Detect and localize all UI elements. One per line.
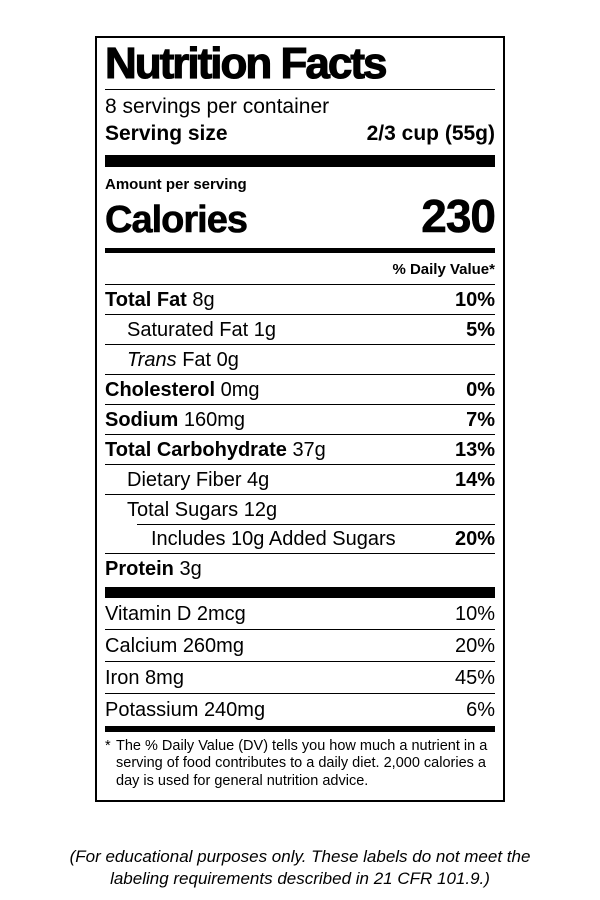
nutrient-row: Protein 3g	[105, 553, 495, 583]
nutrient-row: Dietary Fiber 4g 14%	[105, 464, 495, 494]
divider-medium-footnote	[105, 726, 495, 733]
nutrient-name: Dietary Fiber	[127, 468, 242, 491]
nutrient-amount: 8g	[192, 288, 215, 311]
row-left: Iron 8mg	[105, 667, 184, 689]
serving-size-row: Serving size 2/3 cup (55g)	[105, 119, 495, 148]
nutrient-name: Vitamin D	[105, 602, 192, 625]
nutrient-row: Includes 10g Added Sugars 20%	[105, 524, 495, 553]
nutrient-amount: 160mg	[183, 408, 246, 431]
nutrient-name: Potassium	[105, 698, 199, 721]
row-left: Total Carbohydrate 37g	[105, 439, 326, 461]
vitamin-row: Potassium 240mg 6%	[105, 693, 495, 725]
nutrient-row: Total Sugars 12g	[105, 494, 495, 524]
nutrient-amount: 1g	[253, 318, 276, 341]
daily-value-header: % Daily Value*	[392, 261, 495, 279]
nutrient-name: Includes 10g Added Sugars	[151, 527, 396, 550]
nutrient-table: Total Fat 8g 10% Saturated Fat 1g 5% Trans F…	[105, 284, 495, 583]
row-left: Trans Fat 0g	[105, 349, 239, 371]
nutrient-daily-value: 45%	[454, 666, 495, 689]
row-left: Vitamin D 2mcg	[105, 603, 246, 625]
serving-size-label: Serving size	[105, 122, 228, 146]
calories-value: 230	[421, 190, 496, 243]
nutrient-name: Total Sugars	[127, 498, 239, 521]
nutrient-daily-value: 5%	[466, 318, 495, 341]
row-left: Includes 10g Added Sugars	[105, 528, 396, 550]
row-left: Sodium 160mg	[105, 409, 245, 431]
nutrient-amount: 0mg	[220, 378, 260, 401]
nutrient-amount: 4g	[247, 468, 270, 491]
nutrient-amount: 8mg	[145, 666, 184, 689]
nutrient-amount: 240mg	[203, 698, 266, 721]
amount-per-serving-label: Amount per serving	[105, 176, 247, 194]
footnote: * The % Daily Value (DV) tells you how m…	[105, 732, 495, 791]
nutrition-facts-label: Nutrition Facts 8 servings per container…	[95, 36, 505, 802]
nutrient-daily-value: 7%	[466, 408, 495, 431]
footnote-text: The % Daily Value (DV) tells you how muc…	[116, 738, 488, 789]
vitamin-row: Vitamin D 2mcg 10%	[105, 598, 495, 629]
nutrient-row: Sodium 160mg 7%	[105, 404, 495, 434]
nutrient-row: Total Carbohydrate 37g 13%	[105, 434, 495, 464]
nutrient-name: Cholesterol	[105, 378, 216, 401]
divider-thick-protein	[105, 587, 495, 599]
nutrient-row: Cholesterol 0mg 0%	[105, 374, 495, 404]
row-left: Total Fat 8g	[105, 289, 215, 311]
row-left: Cholesterol 0mg	[105, 379, 260, 401]
row-left: Total Sugars 12g	[105, 499, 277, 521]
serving-size-value: 2/3 cup (55g)	[366, 122, 495, 146]
nutrient-name: Trans	[127, 348, 177, 371]
servings-per-container: 8 servings per container	[105, 95, 330, 119]
row-left: Dietary Fiber 4g	[105, 469, 269, 491]
nutrient-daily-value: 20%	[454, 527, 495, 550]
nutrient-amount: 37g	[292, 438, 326, 461]
nutrient-name: Iron	[105, 666, 140, 689]
calories-label: Calories	[105, 199, 249, 242]
nutrient-daily-value: 13%	[454, 438, 495, 461]
nutrient-name: Saturated Fat	[127, 318, 249, 341]
nutrient-amount: 260mg	[182, 634, 244, 657]
row-left: Saturated Fat 1g	[105, 319, 276, 341]
nutrient-name: Sodium	[105, 408, 179, 431]
divider-thick-top	[105, 155, 495, 168]
title-rule	[105, 89, 495, 91]
nutrient-daily-value: 14%	[454, 468, 495, 491]
nutrient-daily-value: 10%	[454, 288, 495, 311]
nutrient-daily-value: 10%	[454, 602, 495, 625]
nutrient-daily-value: 0%	[466, 378, 495, 401]
row-left: Calcium 260mg	[105, 635, 244, 657]
vitamin-table: Vitamin D 2mcg 10% Calcium 260mg 20% Iron 8m…	[105, 598, 495, 725]
footnote-asterisk: *	[105, 738, 111, 755]
nutrient-row: Total Fat 8g 10%	[105, 284, 495, 314]
nutrient-name: Total Carbohydrate	[105, 438, 287, 461]
nutrient-daily-value: 20%	[454, 634, 495, 657]
vitamin-row: Iron 8mg 45%	[105, 661, 495, 693]
nutrient-amount: Fat 0g	[182, 348, 239, 371]
row-left: Protein 3g	[105, 558, 202, 580]
row-left: Potassium 240mg	[105, 699, 265, 721]
calories-row: Calories 230	[105, 190, 497, 245]
nutrient-name: Total Fat	[105, 288, 187, 311]
nutrient-name: Calcium	[105, 634, 178, 657]
nutrient-daily-value: 6%	[466, 698, 495, 721]
nutrient-amount: 2mcg	[196, 602, 246, 625]
label-title: Nutrition Facts	[104, 39, 388, 88]
nutrient-amount: 12g	[243, 498, 278, 521]
nutrient-name: Protein	[105, 557, 174, 580]
educational-disclaimer: (For educational purposes only. These la…	[69, 846, 531, 889]
vitamin-row: Calcium 260mg 20%	[105, 629, 495, 661]
nutrient-row: Saturated Fat 1g 5%	[105, 314, 495, 344]
divider-medium-calories	[105, 248, 495, 254]
nutrient-row: Trans Fat 0g	[105, 344, 495, 374]
nutrient-amount: 3g	[179, 557, 202, 580]
